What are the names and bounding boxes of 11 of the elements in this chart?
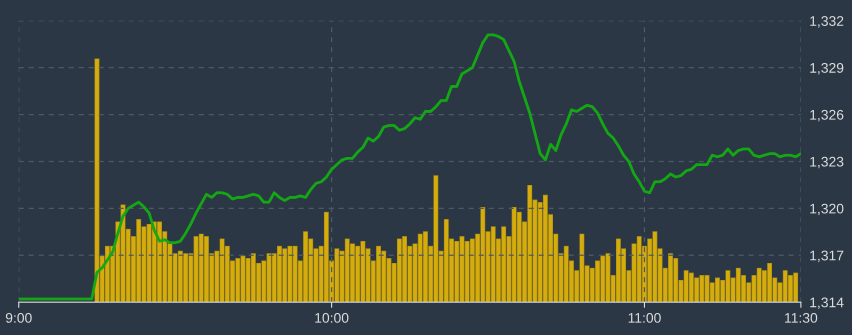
- y-tick-label: 1,317: [810, 250, 844, 262]
- y-tick-label: 1,326: [810, 110, 844, 122]
- y-tick-label: 1,332: [810, 16, 844, 28]
- x-tick-label: 11:30: [785, 312, 818, 323]
- y-tick-label: 1,314: [810, 298, 844, 309]
- x-tick-label: 10:00: [315, 312, 348, 323]
- x-tick-label: 11:00: [628, 312, 661, 323]
- y-tick-label: 1,320: [810, 204, 844, 216]
- x-tick-label: 9:00: [6, 312, 32, 323]
- y-tick-label: 1,329: [810, 63, 844, 74]
- y-tick-label: 1,323: [810, 156, 844, 168]
